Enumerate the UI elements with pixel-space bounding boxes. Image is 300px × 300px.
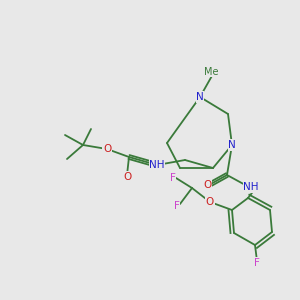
Text: NH: NH (243, 182, 259, 192)
Text: N: N (196, 92, 204, 102)
Text: F: F (170, 173, 176, 183)
Text: O: O (123, 172, 131, 182)
Text: NH: NH (149, 160, 165, 170)
Text: O: O (206, 197, 214, 207)
Text: Me: Me (204, 67, 218, 77)
Text: F: F (254, 258, 260, 268)
Text: F: F (174, 201, 180, 211)
Text: O: O (103, 144, 111, 154)
Text: O: O (203, 180, 211, 190)
Text: N: N (228, 140, 236, 150)
